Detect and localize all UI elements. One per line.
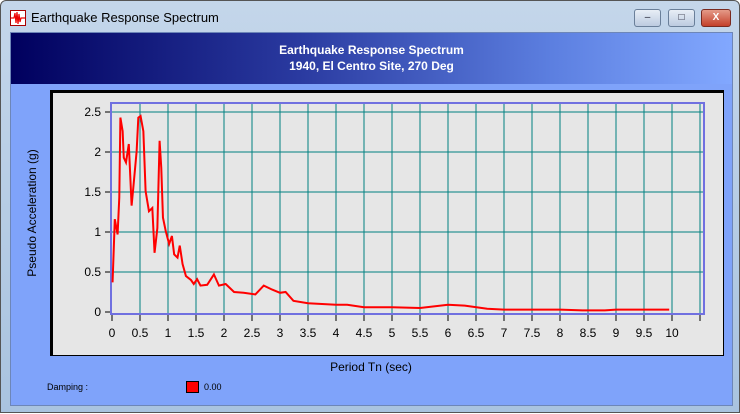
chart-title: Earthquake Response Spectrum bbox=[279, 43, 464, 57]
x-tick-label: 7 bbox=[501, 326, 508, 340]
title-bar[interactable]: Earthquake Response Spectrum – □ X bbox=[1, 1, 739, 31]
x-tick-label: 2 bbox=[221, 326, 228, 340]
x-tick-label: 5 bbox=[389, 326, 396, 340]
x-tick-label: 1 bbox=[165, 326, 172, 340]
y-tick-label: 1.5 bbox=[84, 185, 101, 199]
x-tick-label: 8.5 bbox=[580, 326, 597, 340]
plot-area bbox=[110, 102, 705, 315]
x-tick-label: 1.5 bbox=[188, 326, 205, 340]
y-tick-label: 2 bbox=[94, 145, 101, 159]
legend-swatch bbox=[186, 381, 199, 393]
y-tick-label: 0.5 bbox=[84, 265, 101, 279]
y-tick-label: 1 bbox=[94, 225, 101, 239]
x-tick-label: 10 bbox=[665, 326, 679, 340]
damping-label: Damping : bbox=[47, 382, 89, 392]
minimize-button[interactable]: – bbox=[634, 9, 661, 27]
x-tick-label: 9.5 bbox=[636, 326, 653, 340]
window-title: Earthquake Response Spectrum bbox=[31, 10, 219, 25]
x-tick-label: 0 bbox=[109, 326, 116, 340]
x-tick-label: 7.5 bbox=[524, 326, 541, 340]
seismograph-app-icon bbox=[10, 10, 26, 26]
x-tick-label: 9 bbox=[613, 326, 620, 340]
x-tick-label: 4 bbox=[333, 326, 340, 340]
y-tick-label: 0 bbox=[94, 305, 101, 319]
x-axis-label: Period Tn (sec) bbox=[330, 360, 412, 374]
x-tick-label: 2.5 bbox=[244, 326, 261, 340]
x-tick-label: 6 bbox=[445, 326, 452, 340]
x-tick-label: 5.5 bbox=[412, 326, 429, 340]
x-tick-label: 6.5 bbox=[468, 326, 485, 340]
legend-damping-value: 0.00 bbox=[204, 382, 222, 392]
x-tick-label: 0.5 bbox=[132, 326, 149, 340]
x-tick-label: 4.5 bbox=[356, 326, 373, 340]
x-tick-label: 3.5 bbox=[300, 326, 317, 340]
maximize-button[interactable]: □ bbox=[668, 9, 695, 27]
x-tick-label: 3 bbox=[277, 326, 284, 340]
close-button[interactable]: X bbox=[701, 9, 731, 27]
x-tick-label: 8 bbox=[557, 326, 564, 340]
y-axis-label: Pseudo Acceleration (g) bbox=[25, 149, 39, 276]
chart-header: Earthquake Response Spectrum 1940, El Ce… bbox=[11, 33, 732, 84]
chart-subtitle: 1940, El Centro Site, 270 Deg bbox=[289, 59, 454, 73]
series-line-damping-0 bbox=[111, 114, 670, 312]
y-tick-label: 2.5 bbox=[84, 105, 101, 119]
